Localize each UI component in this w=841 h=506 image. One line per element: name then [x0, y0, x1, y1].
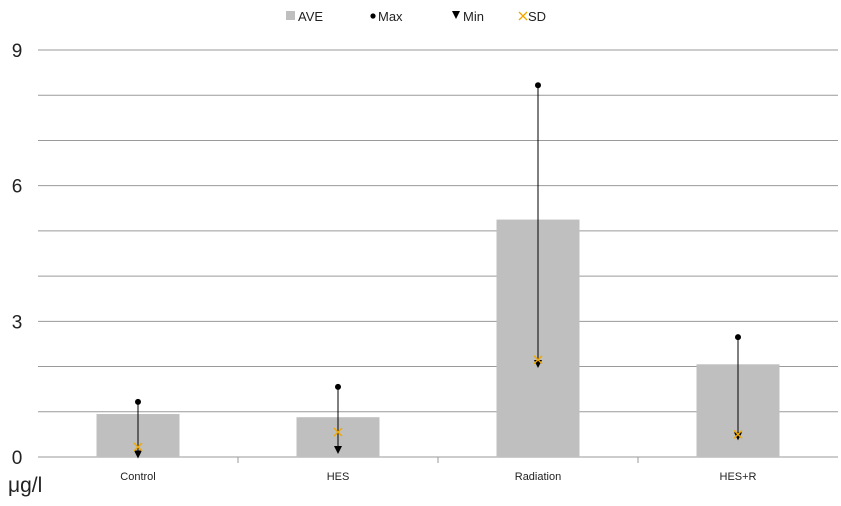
legend-label-ave: AVE [298, 9, 323, 24]
x-tick-label: HES [327, 471, 350, 483]
max-marker [335, 383, 341, 390]
y-tick-label: 6 [12, 177, 23, 198]
min-marker [334, 445, 342, 454]
sd-marker [733, 429, 743, 439]
markers [133, 82, 743, 459]
x-tick-label: HES+R [720, 471, 757, 483]
min-marker [734, 432, 742, 441]
y-axis-unit-label: μg/l [8, 474, 43, 497]
sd-marker-stroke [133, 442, 143, 452]
x-axis-labels: Control HES Radiation HES+R [120, 471, 756, 483]
y-tick-label: 0 [12, 448, 23, 469]
sd-marker-stroke [733, 429, 743, 439]
legend-swatch-ave [286, 11, 295, 20]
legend: AVE Max Min SD [286, 9, 546, 24]
y-tick-label: 9 [12, 41, 23, 62]
legend-label-max: Max [378, 9, 403, 24]
x-tick-label: Control [120, 471, 155, 483]
legend-marker-min [452, 11, 460, 19]
sd-marker-stroke [333, 427, 343, 437]
max-marker [135, 398, 141, 405]
min-marker [134, 450, 142, 459]
sd-marker [533, 355, 543, 365]
x-tick-label: Radiation [515, 471, 561, 483]
max-marker [735, 334, 741, 341]
y-axis-ticks: 0 3 6 9 [12, 41, 23, 469]
legend-marker-sd [518, 11, 528, 21]
sd-marker [333, 427, 343, 437]
legend-label-min: Min [463, 9, 484, 24]
bars [96, 219, 780, 457]
legend-marker-max [370, 13, 376, 19]
sd-marker [133, 442, 143, 452]
legend-label-sd: SD [528, 9, 546, 24]
y-tick-label: 3 [12, 312, 23, 333]
sd-marker-stroke [533, 355, 543, 365]
max-marker [535, 82, 541, 89]
